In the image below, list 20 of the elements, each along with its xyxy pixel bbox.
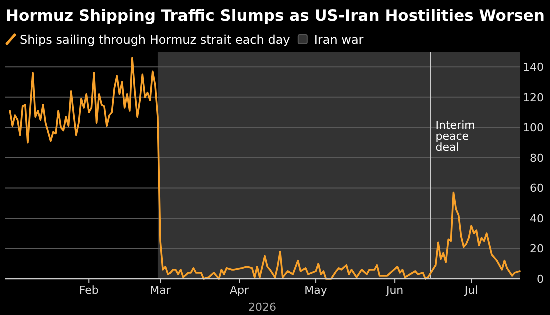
y-tick-label: 120 [523, 91, 544, 104]
y-tick-label: 80 [530, 152, 544, 165]
line-series [9, 57, 521, 280]
y-tick-label: 140 [523, 61, 544, 74]
x-tick-label: Apr [230, 284, 250, 297]
x-tick-label: Jul [464, 284, 478, 297]
band-label: Iran war [314, 33, 364, 47]
x-tick-label: Jun [385, 284, 404, 297]
chart-title: Hormuz Shipping Traffic Slumps as US-Iran Hostilities Worsen [6, 7, 545, 25]
y-tick-label: 60 [530, 182, 544, 196]
legend-label: Ships sailing through Hormuz strait each day [20, 33, 290, 47]
y-tick-label: 0 [537, 273, 544, 286]
x-tick-label: Feb [79, 284, 99, 297]
x-axis-title: 2026 [248, 301, 276, 314]
x-tick-label: May [304, 284, 328, 297]
x-tick-label: Mar [150, 284, 172, 297]
y-tick-label: 100 [523, 122, 544, 135]
y-tick-label: 20 [530, 242, 544, 256]
y-tick-label: 40 [530, 212, 544, 226]
ref-line-label: Interim peace deal [436, 119, 476, 154]
